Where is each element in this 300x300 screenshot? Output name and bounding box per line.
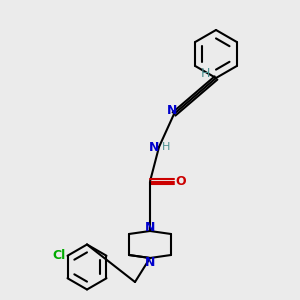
- Text: H: H: [201, 67, 210, 80]
- Text: N: N: [145, 221, 155, 234]
- Text: N: N: [145, 256, 155, 269]
- Text: O: O: [175, 175, 186, 188]
- Text: N: N: [148, 141, 159, 154]
- Text: Cl: Cl: [52, 249, 65, 262]
- Text: N: N: [167, 104, 178, 117]
- Text: H: H: [162, 142, 171, 152]
